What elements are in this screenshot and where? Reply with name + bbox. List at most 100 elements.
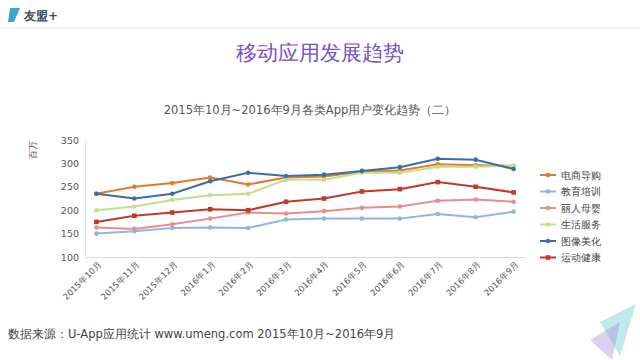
series-marker	[170, 210, 175, 215]
series-marker	[322, 177, 327, 182]
series-marker	[398, 187, 403, 192]
y-tick: 350	[61, 135, 85, 146]
legend-label: 教育培训	[561, 186, 601, 197]
series-marker	[284, 211, 289, 216]
y-tick-label: 250	[61, 181, 79, 192]
x-tick: 2015年11月	[99, 257, 142, 302]
legend: 电商导购教育培训丽人母婴生活服务图像美化运动健康	[540, 170, 601, 264]
series-marker	[435, 199, 440, 204]
series-marker	[246, 226, 251, 231]
legend-marker	[546, 173, 551, 178]
y-tick-label: 350	[61, 135, 79, 146]
series-marker	[170, 181, 175, 186]
series-marker	[398, 165, 403, 170]
series-marker	[473, 197, 478, 202]
legend-marker	[546, 239, 551, 244]
series-marker	[246, 208, 251, 213]
series-marker	[94, 220, 99, 225]
series-marker	[94, 231, 99, 236]
y-tick: 100	[61, 252, 85, 263]
legend-label: 图像美化	[561, 236, 601, 247]
y-axis-line	[85, 141, 86, 258]
x-tick-label: 2015年11月	[99, 259, 142, 302]
series-marker	[435, 180, 440, 185]
y-tick: 200	[61, 205, 85, 216]
series-marker	[398, 216, 403, 221]
series-marker	[94, 192, 99, 197]
series-marker	[360, 170, 365, 175]
x-tick: 2016年2月	[216, 257, 255, 298]
y-tick-label: 300	[61, 158, 79, 169]
series-marker	[284, 217, 289, 222]
legend-item: 丽人母婴	[540, 203, 601, 214]
legend-item: 电商导购	[540, 170, 601, 181]
legend-label: 丽人母婴	[561, 203, 601, 214]
x-tick-label: 2016年2月	[216, 259, 255, 298]
series-marker	[132, 214, 137, 219]
legend-marker	[546, 255, 551, 260]
x-tick: 2016年9月	[482, 257, 521, 298]
header-rule	[0, 28, 640, 29]
series-marker	[94, 192, 99, 197]
x-tick: 2016年5月	[330, 257, 369, 298]
series-line	[96, 159, 513, 199]
series-marker	[284, 199, 289, 204]
y-tick-label: 100	[61, 252, 79, 263]
series-marker	[170, 198, 175, 203]
legend-item: 生活服务	[540, 219, 601, 230]
x-tick: 2016年1月	[179, 257, 218, 298]
x-tick: 2015年10月	[61, 257, 104, 302]
series-marker	[360, 216, 365, 221]
series-marker	[94, 225, 99, 230]
y-axis-title: 百万	[28, 141, 38, 159]
series-marker	[435, 156, 440, 161]
series-marker	[511, 199, 516, 204]
source: 数据来源：U-App应用统计 www.umeng.com 2015年10月~20…	[8, 327, 395, 341]
x-tick-label: 2016年5月	[330, 259, 369, 298]
series-marker	[473, 164, 478, 169]
series-marker	[322, 172, 327, 177]
series-marker	[511, 190, 516, 195]
x-tick-label: 2016年8月	[444, 259, 483, 298]
plot-area	[94, 156, 516, 235]
series-marker	[360, 169, 365, 174]
series-marker	[511, 209, 516, 214]
chart: 友盟+移动应用发展趋势2015年10月~2016年9月各类App用户变化趋势（二…	[0, 0, 640, 360]
series-marker	[170, 192, 175, 197]
series-marker	[208, 216, 213, 221]
x-tick-label: 2016年9月	[482, 259, 521, 298]
series-marker	[360, 189, 365, 194]
series-line	[96, 166, 513, 210]
x-tick-label: 2016年6月	[368, 259, 407, 298]
x-axis-line	[86, 257, 526, 258]
legend-item: 图像美化	[540, 236, 601, 247]
x-tick-label: 2016年4月	[292, 259, 331, 298]
y-axis: 100 150 200 250 300 350	[61, 135, 86, 263]
x-tick-label: 2016年1月	[179, 259, 218, 298]
y-tick-label: 200	[61, 205, 79, 216]
series-marker	[208, 225, 213, 230]
legend-label: 生活服务	[561, 219, 601, 230]
legend-item: 教育培训	[540, 186, 601, 197]
series-marker	[435, 212, 440, 217]
x-axis: 2015年10月2015年11月2015年12月2016年1月2016年2月20…	[61, 257, 526, 302]
series-marker	[322, 196, 327, 201]
x-tick-label: 2015年12月	[137, 259, 180, 302]
series-line	[96, 212, 513, 234]
series-marker	[435, 164, 440, 169]
x-tick: 2016年4月	[292, 257, 331, 298]
series-marker	[132, 185, 137, 190]
x-tick: 2015年12月	[137, 257, 180, 302]
legend-label: 电商导购	[561, 170, 601, 181]
series-marker	[398, 204, 403, 209]
series-marker	[208, 207, 213, 212]
x-tick: 2016年3月	[254, 257, 293, 298]
y-tick: 300	[61, 158, 85, 169]
x-tick-label: 2016年7月	[406, 259, 445, 298]
y-tick: 150	[61, 228, 85, 239]
series-marker	[94, 208, 99, 213]
series-marker	[322, 209, 327, 214]
x-tick: 2016年6月	[368, 257, 407, 298]
deco-shape	[590, 322, 620, 360]
series-marker	[473, 185, 478, 190]
